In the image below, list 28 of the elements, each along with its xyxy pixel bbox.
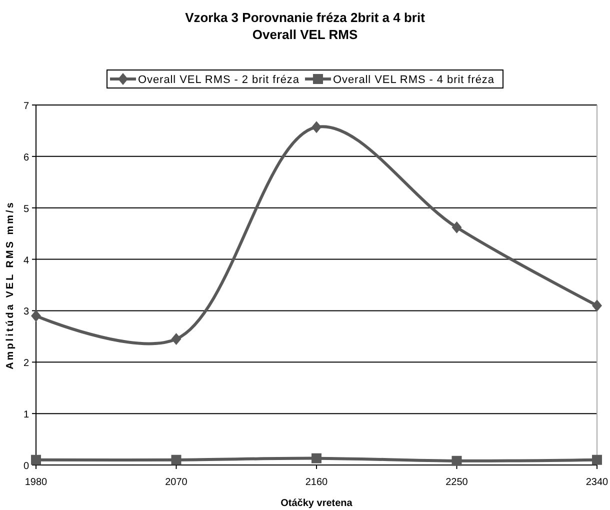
point: [452, 221, 462, 234]
y-tick-label: 7: [23, 101, 30, 112]
x-axis-title: Otáčky vretena: [280, 498, 353, 509]
y-tick-label: 1: [23, 410, 30, 421]
point: [592, 300, 602, 312]
y-tick-label: 4: [23, 255, 30, 266]
x-tick-label: 2070: [165, 477, 188, 488]
point: [452, 456, 462, 466]
x-tick-label: 2160: [305, 477, 328, 488]
x-tick-label: 1980: [24, 477, 48, 488]
point: [171, 454, 182, 465]
chart-title: Vzorka 3 Porovnanie fréza 2brit a 4 brit Overall VEL RMS: [185, 10, 426, 42]
legend-label: Overall VEL RMS - 2 brit fréza: [138, 74, 300, 86]
y-axis-title: Amplitúda VEL RMS mm/s: [5, 200, 16, 370]
point: [31, 310, 41, 322]
y-tick-label: 0: [23, 461, 30, 472]
x-tick-label: 2340: [586, 477, 609, 488]
point: [312, 453, 322, 464]
x-tick-label: 2250: [446, 477, 468, 488]
y-tick-label: 6: [23, 152, 30, 164]
legend-label: Overall VEL RMS - 4 brit fréza: [333, 74, 495, 86]
y-tick-label: 3: [23, 306, 30, 318]
y-tick-label: 5: [23, 204, 30, 215]
point: [592, 454, 602, 465]
point: [312, 121, 322, 134]
point: [31, 454, 41, 465]
point: [171, 333, 182, 345]
y-tick-label: 2: [23, 358, 30, 370]
